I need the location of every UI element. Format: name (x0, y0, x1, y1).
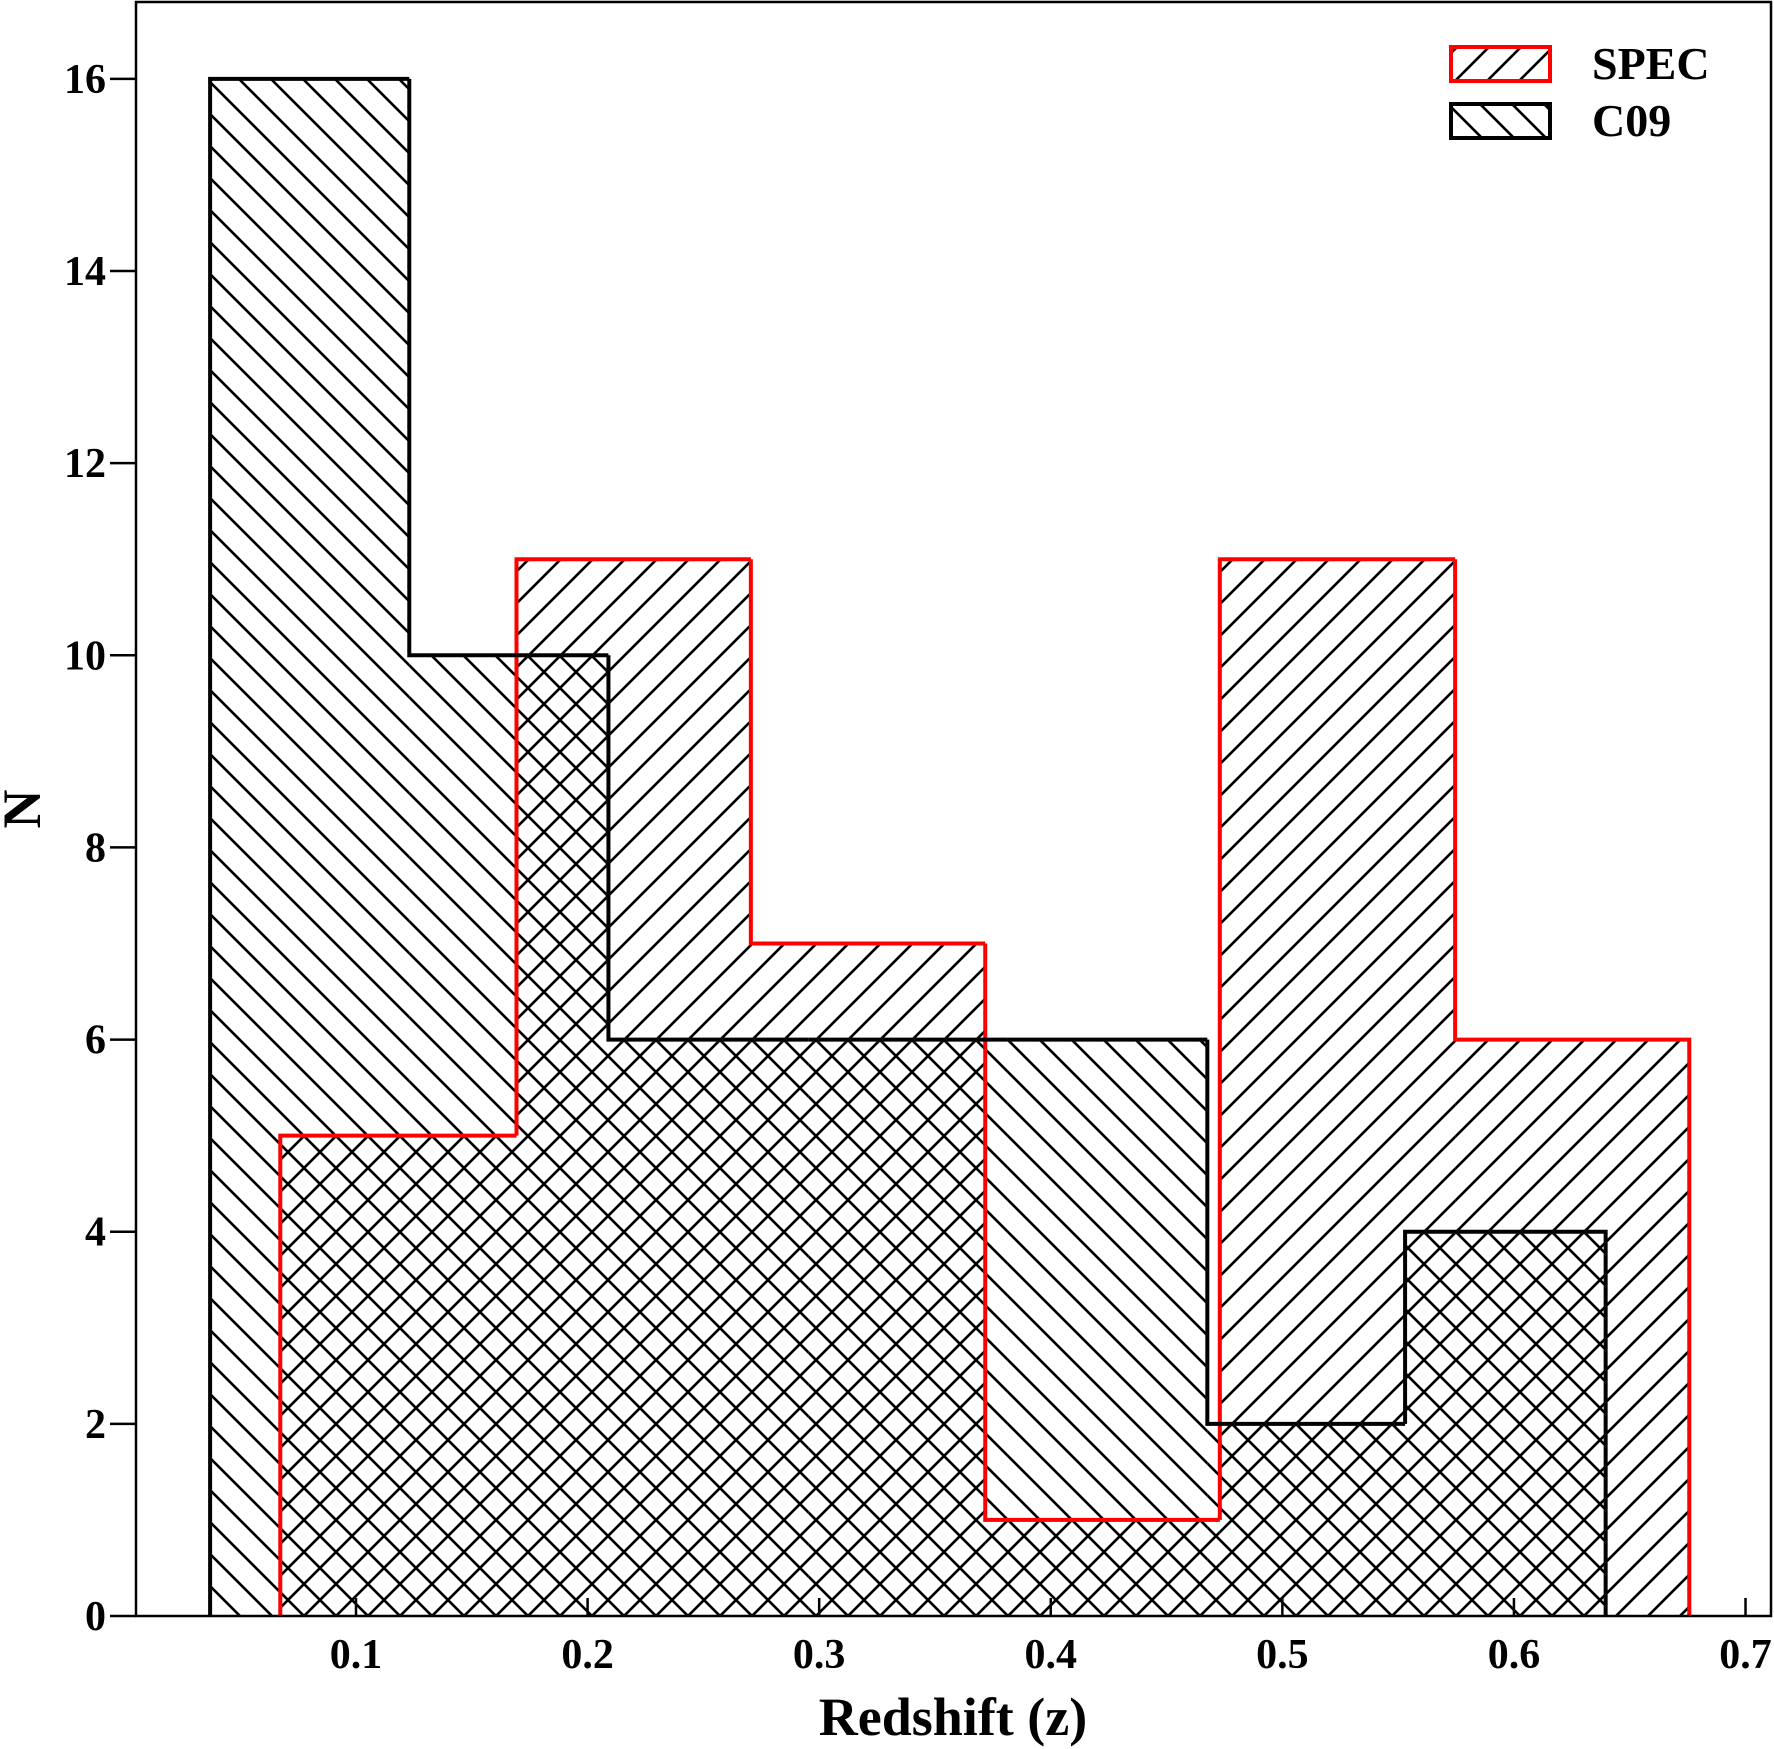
legend-swatch (1449, 102, 1552, 140)
bar-outline (606, 655, 809, 1042)
y-tick-label: 4 (85, 1210, 106, 1256)
y-tick-label: 16 (64, 57, 106, 103)
bars (208, 76, 1692, 1616)
bar-outline (208, 76, 410, 1616)
bar (210, 78, 410, 1616)
bar (608, 1039, 809, 1616)
bar-outline (407, 78, 609, 658)
x-tick-label: 0.6 (1488, 1632, 1541, 1678)
x-tick-label: 0.2 (561, 1632, 614, 1678)
bar-outline (1453, 559, 1692, 1616)
x-tick-label: 0.5 (1256, 1632, 1309, 1678)
plot-frame (134, 0, 1773, 1618)
y-tick-label: 12 (64, 441, 106, 487)
x-axis-label: Redshift (z) (819, 1687, 1087, 1747)
bar-outline (748, 559, 986, 946)
bar-outline (1205, 1039, 1406, 1426)
bar (1405, 1231, 1606, 1616)
bar-outline (1217, 557, 1456, 1520)
y-tick-label: 8 (85, 825, 106, 871)
y-axis-label: N (0, 790, 52, 829)
bar-outline (514, 557, 751, 1136)
y-tick-label: 10 (64, 633, 106, 679)
y-tick-label: 0 (85, 1594, 106, 1640)
bar (1207, 1423, 1406, 1616)
y-tick-label: 6 (85, 1018, 106, 1064)
legend-label: SPEC (1592, 38, 1710, 89)
legend-swatch (1449, 45, 1552, 83)
y-tick-label: 2 (85, 1402, 106, 1448)
x-tick-label: 0.7 (1719, 1632, 1772, 1678)
x-tick-label: 0.3 (793, 1632, 846, 1678)
bar (808, 1039, 1008, 1616)
legend-label: C09 (1592, 95, 1671, 146)
x-tick-label: 0.4 (1025, 1632, 1078, 1678)
bar-outline (1403, 1229, 1608, 1616)
y-tick-label: 14 (64, 249, 106, 295)
bar (1007, 1039, 1208, 1616)
x-tick-label: 0.1 (330, 1632, 383, 1678)
bar-outline (278, 1133, 517, 1616)
bar-outline (983, 943, 1220, 1522)
